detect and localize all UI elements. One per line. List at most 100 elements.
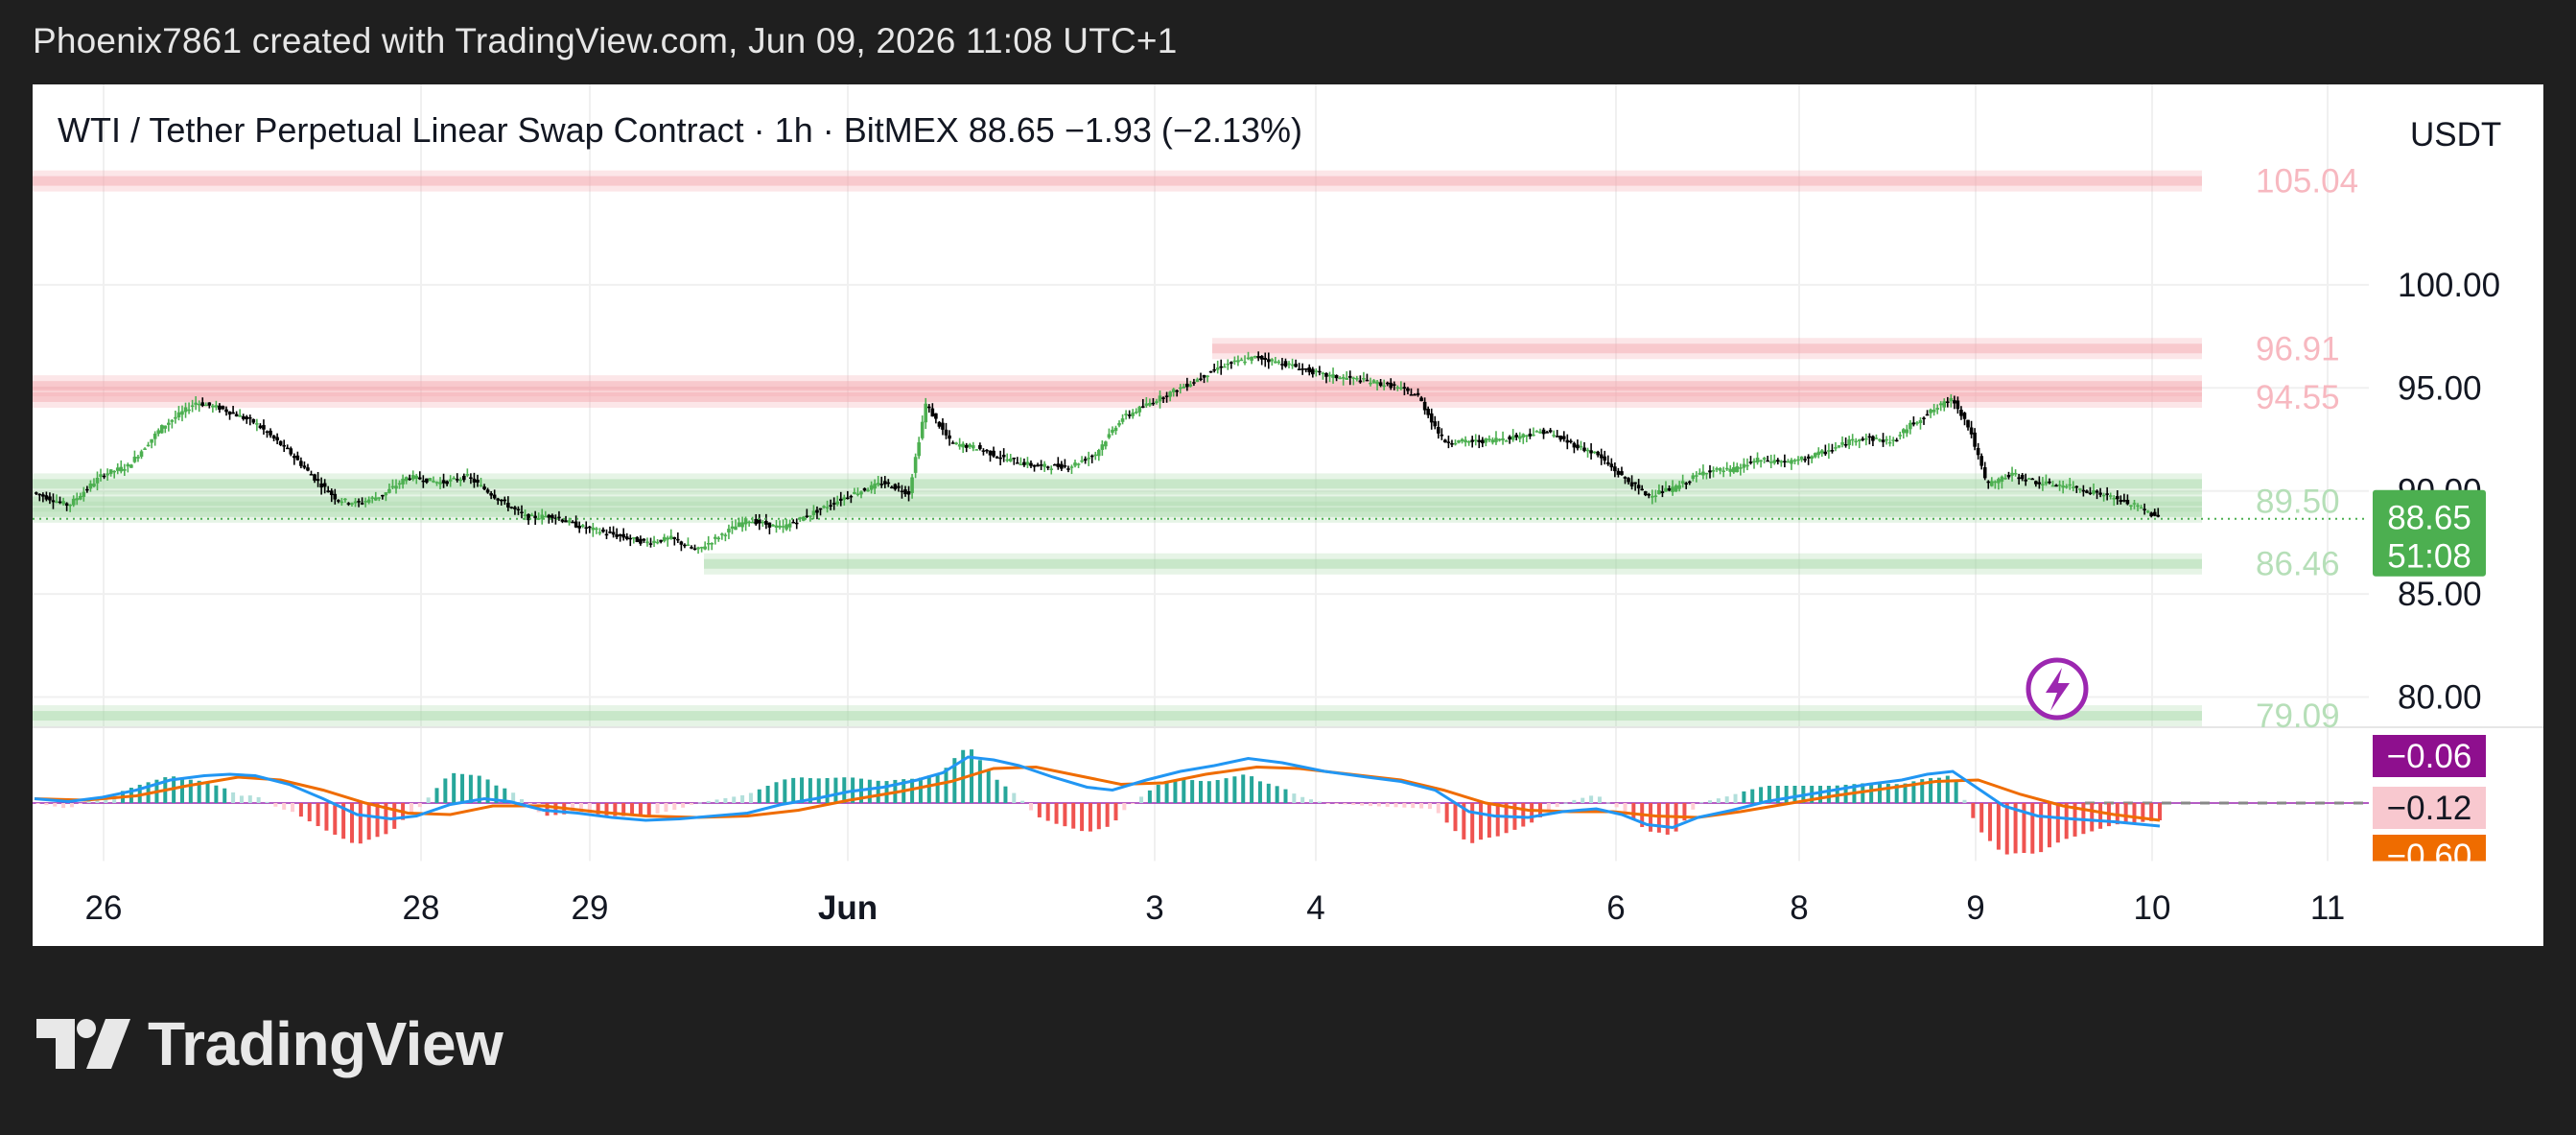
candle-body xyxy=(1120,418,1125,422)
macd-histogram-bar xyxy=(2123,803,2128,824)
candle-body xyxy=(750,521,755,524)
candle-body xyxy=(580,525,585,528)
candle-body xyxy=(247,416,252,419)
candle-body xyxy=(1440,434,1444,437)
macd-histogram-bar xyxy=(1045,803,1050,821)
candle-body xyxy=(1932,410,1936,413)
macd-histogram-bar xyxy=(205,782,210,803)
candle-body xyxy=(890,486,894,489)
candle-body xyxy=(326,490,331,493)
price-chart[interactable]: 105.04 96.91 94.55 89.50 86.46 79.09 100.00 95.… xyxy=(33,84,2543,946)
macd-histogram-bar xyxy=(333,803,338,835)
candle-body xyxy=(2074,485,2079,488)
candle-body xyxy=(642,538,646,541)
macd-histogram-bar xyxy=(748,792,753,803)
candle-body xyxy=(58,501,62,504)
candle-body xyxy=(1080,460,1084,462)
macd-histogram-bar xyxy=(1792,786,1797,803)
candle-body xyxy=(730,526,735,529)
candle-body xyxy=(1629,482,1634,486)
candle-body xyxy=(523,514,527,516)
candle-body xyxy=(1208,370,1213,373)
candle-body xyxy=(245,416,249,420)
macd-signal-line xyxy=(34,765,2161,822)
candle-body xyxy=(1674,485,1678,492)
candle-body xyxy=(1813,453,1817,458)
candle-body xyxy=(659,539,663,542)
candle-body xyxy=(1314,370,1319,372)
candle-body xyxy=(432,481,435,483)
macd-histogram-bar xyxy=(1996,803,2001,850)
candle-body xyxy=(1347,375,1352,378)
candle-body xyxy=(1840,441,1844,445)
macd-histogram-bar xyxy=(349,803,354,843)
support-band xyxy=(33,507,2202,517)
candle-body xyxy=(1446,441,1451,443)
macd-histogram-bar xyxy=(1656,803,1661,833)
candle-body xyxy=(835,501,840,505)
candle-body xyxy=(469,477,473,479)
candle-body xyxy=(1603,456,1607,461)
macd-histogram-bar xyxy=(1003,786,1008,803)
candle-body xyxy=(1016,462,1019,464)
candle-body xyxy=(1250,356,1253,361)
candle-body xyxy=(340,501,344,504)
macd-line xyxy=(34,755,2161,830)
macd-histogram-bar xyxy=(1368,803,1372,807)
candle-body xyxy=(183,407,188,413)
candle-body xyxy=(968,444,972,447)
candle-body xyxy=(95,477,100,484)
macd-histogram-bar xyxy=(1462,803,1466,839)
candle-body xyxy=(635,536,640,542)
candle-body xyxy=(1280,364,1284,366)
candle-body xyxy=(1850,438,1855,441)
macd-histogram-bar xyxy=(1275,786,1279,803)
candle-body xyxy=(1365,379,1370,382)
macd-histogram-bar xyxy=(324,803,329,831)
macd-histogram-bar xyxy=(417,803,422,808)
candle-body xyxy=(805,515,809,517)
candle-body xyxy=(1609,463,1614,468)
candle-body xyxy=(167,422,171,425)
chart-panel[interactable]: 105.04 96.91 94.55 89.50 86.46 79.09 100.00 95.… xyxy=(33,84,2543,946)
candle-body xyxy=(740,522,744,528)
candle-body xyxy=(1369,382,1372,385)
candle-body xyxy=(1185,383,1189,388)
macd-histogram-bar xyxy=(1139,796,1144,803)
macd-histogram-bar xyxy=(477,775,481,803)
candle-body xyxy=(1885,438,1888,441)
macd-histogram-bar xyxy=(61,803,66,809)
candle-body xyxy=(1042,463,1046,467)
macd-histogram-bar xyxy=(1343,803,1347,805)
macd-histogram-bar xyxy=(1877,783,1882,803)
candle-body xyxy=(2139,507,2143,509)
candle-body xyxy=(1358,380,1363,383)
candle-body xyxy=(1768,461,1773,463)
macd-histogram-bar xyxy=(1393,803,1398,808)
candle-body xyxy=(1460,438,1464,442)
resistance-zone xyxy=(33,386,2202,408)
macd-histogram-bar xyxy=(1699,802,1704,804)
candle-body xyxy=(458,479,463,482)
candle-body xyxy=(727,529,731,532)
candle-body xyxy=(1915,422,1919,424)
candle-body xyxy=(1311,368,1315,375)
candle-body xyxy=(1990,481,1994,486)
candle-body xyxy=(584,527,589,529)
macd-histogram-bar xyxy=(1929,778,1933,803)
macd-histogram-bar xyxy=(1724,796,1729,803)
macd-histogram-bar xyxy=(783,779,787,803)
resistance-label: 94.55 xyxy=(2256,379,2340,416)
macd-histogram-bar xyxy=(1317,801,1322,803)
candle-body xyxy=(513,507,517,509)
macd-histogram-bar xyxy=(1351,803,1356,806)
macd-histogram-bar xyxy=(1716,798,1721,803)
candle-body xyxy=(1307,367,1312,373)
macd-histogram-bar xyxy=(935,773,940,803)
candle-body xyxy=(366,499,371,503)
macd-histogram-bar xyxy=(1988,803,1993,841)
candle-body xyxy=(1790,460,1793,464)
candle-body xyxy=(2020,474,2025,480)
macd-histogram-bar xyxy=(1283,789,1288,803)
candle-body xyxy=(972,445,975,449)
